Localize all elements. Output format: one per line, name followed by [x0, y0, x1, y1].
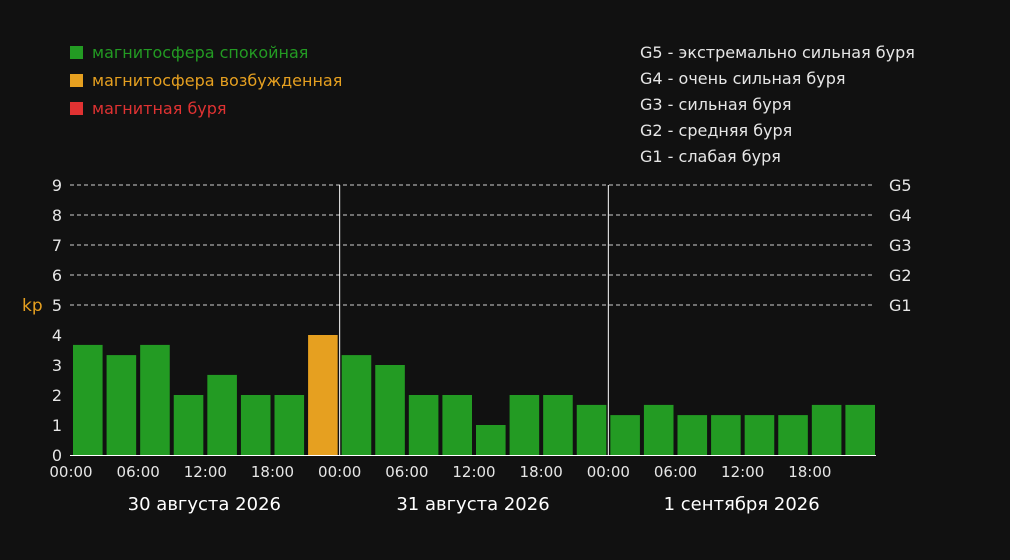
- x-tick-label: 12:00: [184, 463, 227, 481]
- storm-level-tick-label: G4: [889, 206, 912, 225]
- kp-bar: [274, 395, 305, 455]
- storm-level-code: G5: [640, 43, 663, 62]
- storm-level-tick-label: G1: [889, 296, 912, 315]
- storm-level-tick-label: G2: [889, 266, 912, 285]
- kp-bar: [643, 404, 674, 455]
- y-tick-label: 3: [52, 356, 62, 375]
- y-tick-label: 2: [52, 386, 62, 405]
- legend-item-storm: магнитная буря: [70, 99, 227, 119]
- storm-level-code: G3: [640, 95, 663, 114]
- kp-bar: [341, 355, 372, 455]
- kp-bar: [442, 395, 472, 455]
- kp-bar: [207, 374, 237, 455]
- y-tick-label: 1: [52, 416, 62, 435]
- x-tick-label: 06:00: [385, 463, 428, 481]
- kp-bar: [375, 365, 405, 455]
- kp-bar: [543, 395, 573, 455]
- kp-bar: [476, 425, 506, 455]
- storm-level-text: сильная буря: [678, 95, 792, 114]
- y-tick-label: 0: [52, 446, 62, 465]
- kp-bar: [73, 344, 103, 455]
- y-tick-label: 7: [52, 236, 62, 255]
- y-tick-label: 4: [52, 326, 62, 345]
- kp-bar: [711, 415, 741, 455]
- day-label: 1 сентября 2026: [664, 494, 820, 515]
- storm-level-code: G2: [640, 121, 663, 140]
- legend-swatch-quiet: [70, 46, 83, 59]
- legend-item-excited: магнитосфера возбужденная: [70, 71, 342, 91]
- kp-bar: [308, 335, 338, 455]
- kp-bar: [509, 395, 540, 455]
- kp-bar: [811, 404, 842, 455]
- x-tick-label: 00:00: [318, 463, 361, 481]
- legend-label-excited: магнитосфера возбужденная: [92, 71, 343, 90]
- x-tick-label: 18:00: [520, 463, 563, 481]
- kp-bar: [140, 344, 170, 455]
- legend-label-storm: магнитная буря: [92, 99, 227, 118]
- kp-bar: [240, 395, 271, 455]
- kp-bar: [173, 395, 204, 455]
- storm-level-g5: G5 - экстремально сильная буря: [640, 43, 915, 62]
- storm-level-text: слабая буря: [678, 147, 781, 166]
- day-label: 30 августа 2026: [128, 494, 281, 515]
- x-tick-label: 00:00: [49, 463, 92, 481]
- kp-bar: [576, 404, 607, 455]
- kp-bar: [677, 415, 708, 455]
- kp-bar: [778, 415, 808, 455]
- legend-swatch-excited: [70, 74, 83, 87]
- y-axis-label: kp: [22, 296, 43, 316]
- storm-level-g2: G2 - средняя буря: [640, 121, 793, 140]
- legend-item-quiet: магнитосфера спокойная: [70, 43, 308, 63]
- storm-level-code: G1: [640, 147, 663, 166]
- storm-level-g3: G3 - сильная буря: [640, 95, 792, 114]
- storm-level-text: экстремально сильная буря: [678, 43, 915, 62]
- kp-bar: [610, 415, 640, 455]
- y-tick-label: 9: [52, 176, 62, 195]
- day-label: 31 августа 2026: [396, 494, 549, 515]
- legend-swatch-storm: [70, 102, 83, 115]
- storm-level-g1: G1 - слабая буря: [640, 147, 781, 166]
- storm-level-tick-label: G5: [889, 176, 912, 195]
- x-tick-label: 18:00: [788, 463, 831, 481]
- kp-bar: [106, 355, 137, 455]
- x-tick-label: 06:00: [654, 463, 697, 481]
- y-tick-label: 5: [52, 296, 62, 315]
- kp-bar: [744, 415, 775, 455]
- x-tick-label: 12:00: [721, 463, 764, 481]
- storm-level-text: средняя буря: [678, 121, 793, 140]
- y-tick-label: 8: [52, 206, 62, 225]
- x-tick-label: 00:00: [587, 463, 630, 481]
- y-tick-label: 6: [52, 266, 62, 285]
- legend-label-quiet: магнитосфера спокойная: [92, 43, 309, 62]
- storm-level-tick-label: G3: [889, 236, 912, 255]
- x-tick-label: 12:00: [452, 463, 495, 481]
- storm-level-g4: G4 - очень сильная буря: [640, 69, 846, 88]
- x-tick-label: 06:00: [117, 463, 160, 481]
- storm-level-text: очень сильная буря: [678, 69, 846, 88]
- storm-level-code: G4: [640, 69, 663, 88]
- kp-bar: [408, 395, 439, 455]
- x-tick-label: 18:00: [251, 463, 294, 481]
- kp-bar: [845, 404, 875, 455]
